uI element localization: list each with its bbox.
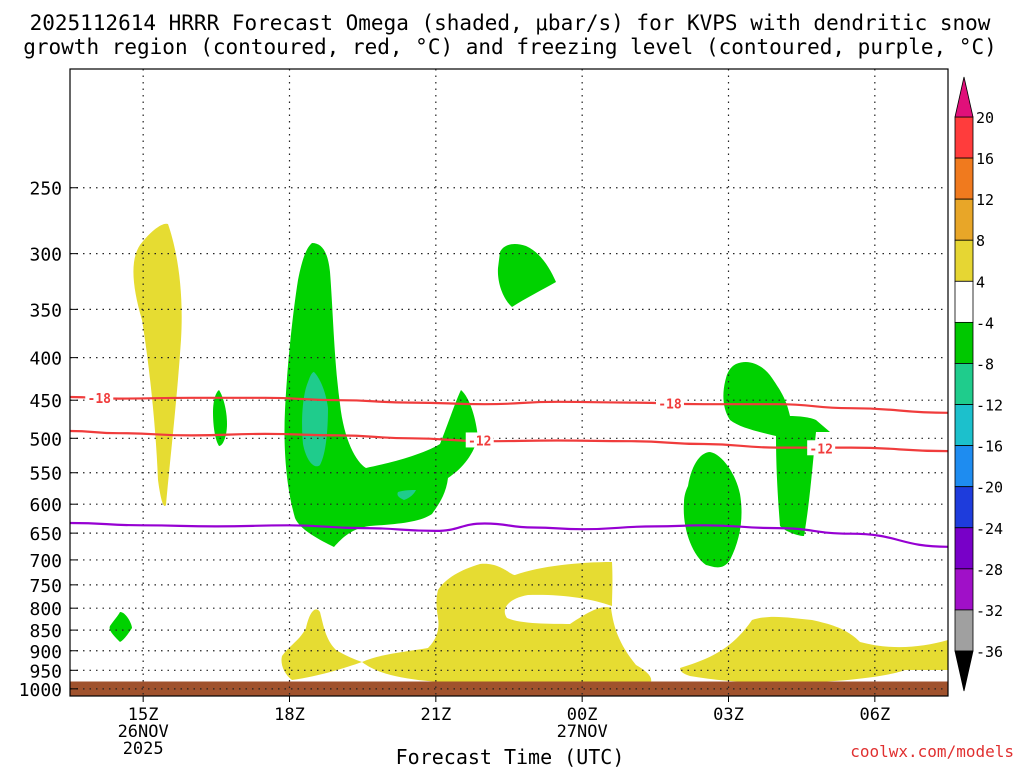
colorbar-band	[954, 445, 974, 488]
colorbar-label: -12	[976, 397, 1003, 415]
y-tick-label: 950	[29, 661, 62, 682]
ascent-area-16z	[213, 390, 227, 446]
colorbar-label: -36	[976, 643, 1003, 661]
colorbar-label: -20	[976, 479, 1003, 497]
x-tick-day: 26NOV	[118, 722, 169, 742]
colorbar-bottom-arrow	[954, 650, 974, 692]
ascent-area-19z	[284, 243, 478, 547]
ascent-core-19z	[302, 372, 328, 467]
x-tick-label: 00Z	[567, 705, 598, 725]
y-tick-label: 250	[29, 179, 62, 200]
y-tick-label: 600	[29, 495, 62, 516]
y-tick-label: 700	[29, 551, 62, 572]
colorbar-band	[954, 527, 974, 570]
colorbar-label: 12	[976, 191, 994, 209]
x-tick-label: 15Z	[128, 705, 159, 725]
contour-label: -18	[658, 397, 682, 412]
terrain-surface	[69, 681, 949, 697]
x-axis-label: Forecast Time (UTC)	[396, 745, 625, 768]
colorbar-label: -8	[976, 355, 994, 373]
ascent-area-0230z	[683, 452, 742, 568]
colorbar-label: -32	[976, 602, 1003, 620]
colorbar-band	[954, 198, 974, 241]
colorbar-band	[954, 239, 974, 282]
ascent-area-23z	[497, 244, 556, 307]
colorbar-label: -24	[976, 520, 1003, 538]
descent-area-low-19z	[281, 609, 362, 680]
colorbar-band	[954, 321, 974, 364]
y-tick-label: 750	[29, 576, 62, 597]
temperature-contours: -18 -18 -12 -12	[69, 389, 949, 548]
colorbar-label: 20	[976, 109, 994, 127]
colorbar-band	[954, 157, 974, 200]
omega-shading	[109, 223, 948, 685]
colorbar-label: 4	[976, 273, 985, 291]
colorbar-band	[954, 568, 974, 611]
grid-lines	[70, 69, 948, 696]
contour-label: -12	[468, 434, 491, 449]
chart-title-line2: growth region (contoured, red, °C) and f…	[23, 35, 997, 59]
colorbar-label: -4	[976, 314, 994, 332]
colorbar-band	[954, 404, 974, 447]
chart-title-line1: 2025112614 HRRR Forecast Omega (shaded, …	[30, 11, 991, 35]
ascent-area-03z	[723, 361, 830, 536]
contour-line-2	[69, 521, 949, 548]
y-axis: 2503003504004505005506006507007508008509…	[19, 179, 78, 701]
descent-area-15z	[133, 223, 182, 506]
colorbar-band	[954, 116, 974, 159]
y-tick-label: 850	[29, 621, 62, 642]
colorbar-label: -16	[976, 438, 1003, 456]
x-tick-label: 06Z	[859, 705, 890, 725]
colorbar: 20 16 12 8 4 -4 -8 -12 -16 -20 -24 -28 -32 -36	[954, 76, 1003, 692]
contour-label-bg	[655, 395, 684, 411]
plot-frame	[69, 68, 949, 697]
x-tick-label: 21Z	[420, 705, 451, 725]
colorbar-band	[954, 486, 974, 529]
y-tick-label: 300	[29, 245, 62, 266]
y-tick-label: 400	[29, 349, 62, 370]
y-tick-label: 500	[29, 429, 62, 450]
y-tick-label: 900	[29, 642, 62, 663]
colorbar-label: -28	[976, 561, 1003, 579]
x-tick-year: 2025	[123, 739, 164, 759]
y-tick-label: 450	[29, 391, 62, 412]
contour-label: -12	[809, 442, 832, 457]
contour-label-bg	[85, 389, 114, 405]
x-tick-label: 03Z	[713, 705, 744, 725]
y-tick-label: 800	[29, 599, 62, 620]
colorbar-band	[954, 363, 974, 405]
y-tick-label: 650	[29, 524, 62, 545]
ascent-area-15z-low	[109, 612, 132, 642]
contour-label-bg	[465, 432, 494, 448]
descent-area-low-22z	[362, 562, 652, 685]
colorbar-band	[954, 609, 974, 652]
y-tick-label: 550	[29, 464, 62, 485]
contour-line-0	[69, 395, 949, 414]
credit-text: coolwx.com/models	[850, 742, 1014, 761]
y-tick-label: 1000	[19, 680, 62, 701]
colorbar-top-arrow	[954, 76, 974, 118]
contour-label-bg	[807, 440, 836, 456]
colorbar-label: 8	[976, 232, 985, 250]
descent-area-low-04z	[680, 616, 948, 683]
colorbar-label: 16	[976, 150, 994, 168]
x-tick-day: 27NOV	[557, 722, 608, 742]
y-tick-label: 350	[29, 300, 62, 321]
x-tick-label: 18Z	[274, 705, 305, 725]
ascent-core-21z	[397, 490, 416, 500]
contour-label: -18	[88, 392, 112, 407]
colorbar-band	[954, 280, 974, 323]
